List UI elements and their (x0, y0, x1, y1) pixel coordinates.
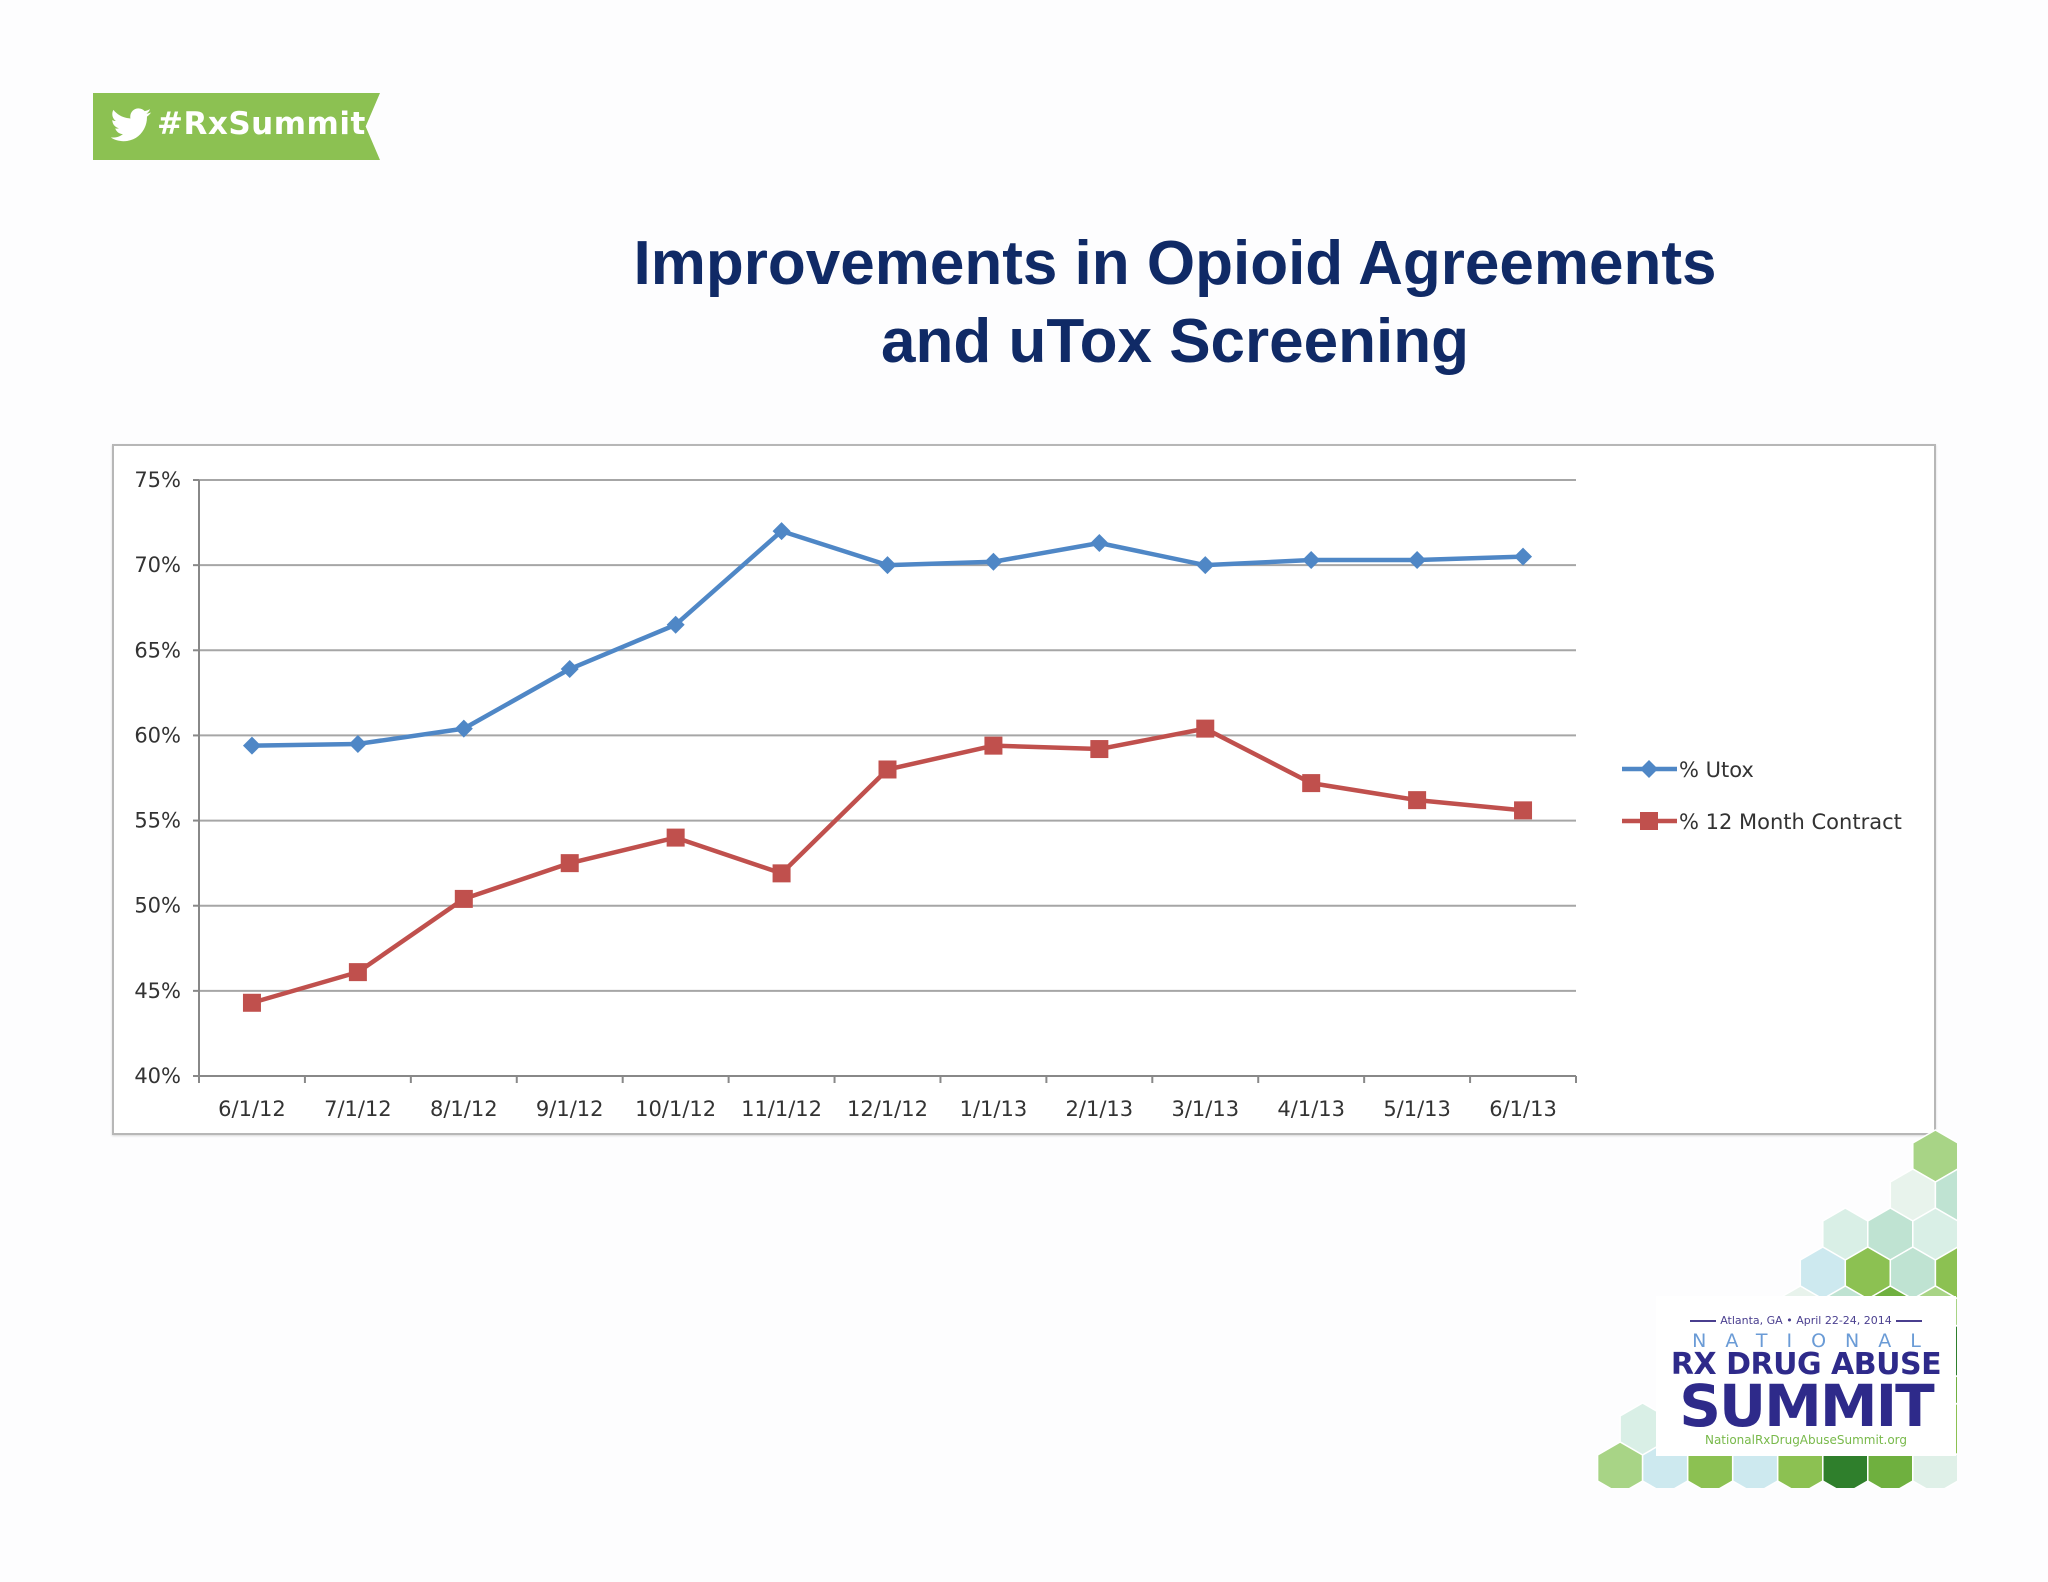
data-point (984, 736, 1003, 755)
y-tick-labels: 40% 45% 50% 55% 60% 65% 70% 75% (134, 468, 181, 1088)
data-point (242, 993, 261, 1012)
x-tick-label: 8/1/12 (430, 1097, 498, 1121)
logo-url: NationalRxDrugAbuseSummit.org (1704, 1433, 1908, 1447)
data-point (454, 889, 473, 908)
summit-logo: Atlanta, GA • April 22-24, 2014 NATIONAL… (1656, 1296, 1956, 1456)
x-tick-label: 3/1/13 (1171, 1097, 1239, 1121)
chart-frame: 40% 45% 50% 55% 60% 65% 70% 75% 6/1/12 7/1/12 8/1… (112, 444, 1936, 1135)
data-point (1302, 774, 1321, 793)
x-tick-label: 5/1/13 (1383, 1097, 1451, 1121)
badge-label: #RxSummit (157, 106, 366, 142)
data-point (1302, 551, 1321, 570)
legend-label: % 12 Month Contract (1679, 810, 1902, 834)
data-point (878, 760, 897, 779)
logo-date: Atlanta, GA • April 22-24, 2014 (1656, 1314, 1956, 1327)
data-point (348, 963, 367, 982)
title-line-1: Improvements in Opioid Agreements (633, 229, 1717, 298)
data-point (878, 556, 897, 575)
legend-marker (1640, 760, 1658, 778)
slide-title: Improvements in Opioid Agreements and uT… (560, 225, 1790, 381)
data-point (242, 736, 261, 755)
legend-item: % Utox (1622, 758, 1754, 782)
data-point (1514, 547, 1533, 566)
data-point (666, 828, 685, 847)
data-point (1514, 801, 1533, 820)
y-tick-label: 60% (134, 723, 181, 747)
data-point (1408, 791, 1427, 810)
series-utox (242, 522, 1533, 755)
x-tick-label: 12/1/12 (847, 1097, 928, 1121)
x-tick-label: 9/1/12 (536, 1097, 604, 1121)
data-point (1196, 719, 1215, 738)
decoration-edge-mask (1440, 1488, 1960, 1490)
legend: % Utox % 12 Month Contract (1622, 758, 1902, 834)
axes (193, 479, 1577, 1083)
data-point (1090, 740, 1109, 759)
legend-marker (1640, 812, 1658, 830)
x-tick-label: 4/1/13 (1277, 1097, 1345, 1121)
rxsummit-hashtag-badge: #RxSummit (93, 93, 380, 160)
data-point (772, 864, 791, 883)
series (242, 522, 1533, 1012)
series-12-month-contract (242, 719, 1533, 1012)
data-point (1408, 551, 1427, 570)
logo-summit: SUMMIT (1679, 1372, 1934, 1440)
data-point (348, 734, 367, 753)
x-tick-label: 11/1/12 (741, 1097, 822, 1121)
twitter-bird-icon (110, 108, 152, 142)
y-tick-label: 70% (134, 553, 181, 577)
x-tick-label: 10/1/12 (635, 1097, 716, 1121)
x-tick-label: 7/1/12 (324, 1097, 392, 1121)
logo-national: NATIONAL (1692, 1330, 1940, 1352)
x-tick-label: 6/1/13 (1489, 1097, 1557, 1121)
x-tick-label: 1/1/13 (960, 1097, 1028, 1121)
x-tick-label: 2/1/13 (1066, 1097, 1134, 1121)
data-point (1196, 556, 1215, 575)
logo-rx-drug-abuse: RX DRUG ABUSE (1670, 1347, 1942, 1382)
x-tick-label: 6/1/12 (218, 1097, 286, 1121)
title-line-2: and uTox Screening (881, 307, 1469, 376)
data-point (984, 552, 1003, 571)
y-tick-label: 65% (134, 638, 181, 662)
y-tick-label: 75% (134, 468, 181, 492)
y-tick-label: 55% (134, 809, 181, 833)
data-point (560, 854, 579, 873)
data-point (666, 615, 685, 634)
y-tick-label: 50% (134, 894, 181, 918)
y-tick-label: 45% (134, 979, 181, 1003)
decoration-edge-mask (1957, 1000, 1960, 1490)
data-point (1090, 534, 1109, 553)
legend-item: % 12 Month Contract (1622, 810, 1902, 834)
x-tick-labels: 6/1/12 7/1/12 8/1/12 9/1/12 10/1/12 11/1/12 12… (218, 1097, 1557, 1121)
data-point (772, 522, 791, 541)
data-point (454, 719, 473, 738)
line-chart: 40% 45% 50% 55% 60% 65% 70% 75% 6/1/12 7/1/12 8/1… (134, 468, 1902, 1121)
legend-label: % Utox (1679, 758, 1754, 782)
data-point (560, 660, 579, 679)
y-tick-label: 40% (134, 1064, 181, 1088)
